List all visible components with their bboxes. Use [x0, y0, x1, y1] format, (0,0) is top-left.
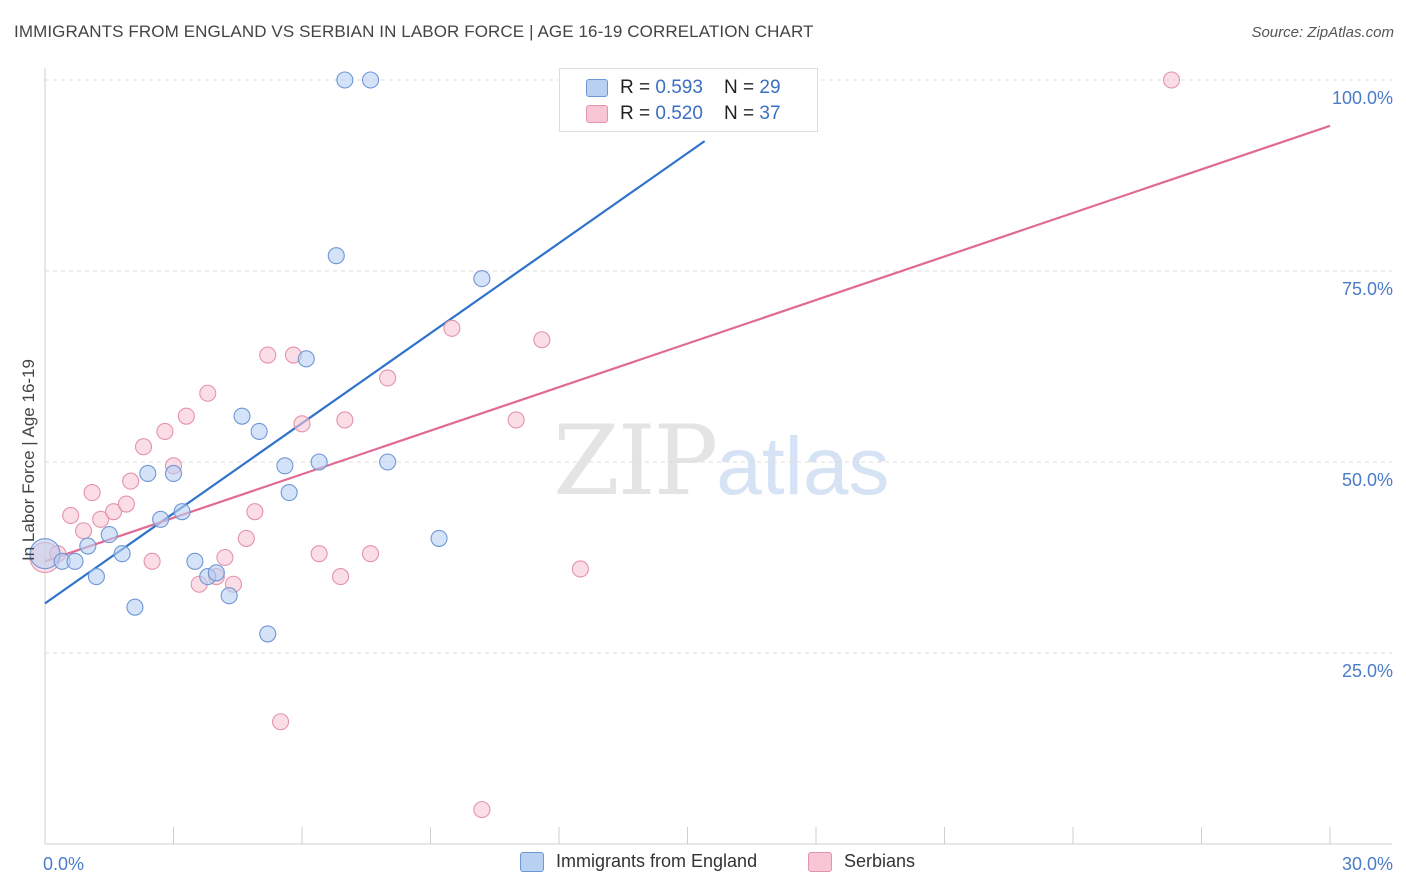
legend-item-england[interactable]: Immigrants from England: [520, 851, 757, 872]
point-serbians: [62, 506, 80, 525]
y-tick-label: 100.0%: [1332, 88, 1393, 108]
legend-swatch-serbians: [586, 105, 608, 123]
point-england: [100, 526, 118, 544]
point-serbians: [331, 568, 350, 586]
point-serbians: [156, 422, 174, 440]
point-england: [87, 568, 105, 586]
point-england: [66, 552, 84, 570]
legend-swatch-serbians: [808, 851, 832, 872]
legend-swatch-england: [520, 851, 544, 872]
point-england: [126, 598, 144, 616]
point-serbians: [134, 438, 153, 456]
legend-text-serbians: R = 0.520 N = 37: [620, 103, 781, 125]
point-serbians: [75, 522, 93, 540]
point-england: [430, 529, 448, 547]
point-england: [361, 71, 380, 89]
point-england: [79, 537, 97, 555]
legend-item-serbians[interactable]: Serbians: [808, 851, 915, 872]
y-axis-label: In Labor Force | Age 16-19: [19, 359, 38, 561]
point-serbians: [237, 529, 255, 547]
source-label: Source: ZipAtlas.com: [1251, 24, 1394, 41]
legend-r-value: 0.593: [655, 77, 703, 98]
point-serbians: [336, 411, 354, 429]
point-england: [280, 484, 298, 502]
legend-label-serbians: Serbians: [844, 851, 916, 871]
point-serbians: [177, 407, 195, 425]
point-serbians: [293, 415, 311, 433]
y-tick-label: 50.0%: [1342, 470, 1393, 490]
point-serbians: [122, 472, 140, 490]
watermark-atlas: atlas: [716, 421, 890, 512]
point-serbians: [92, 510, 110, 528]
point-england: [327, 247, 345, 265]
trend-line-england: [44, 140, 706, 605]
grid-lines: [45, 79, 1392, 654]
point-serbians: [310, 545, 328, 563]
point-serbians: [443, 319, 461, 337]
x-tick-label: 30.0%: [1342, 854, 1393, 874]
legend-n-label: N =: [724, 77, 760, 98]
point-serbians: [361, 545, 380, 563]
legend-text-england: R = 0.593 N = 29: [620, 77, 781, 99]
stats-legend: R = 0.593 N = 29 R = 0.520 N = 37: [559, 68, 818, 132]
point-england: [220, 587, 238, 605]
x-tick-label: 0.0%: [43, 854, 84, 874]
point-england: [297, 350, 315, 368]
point-england: [186, 552, 204, 570]
point-england: [139, 464, 157, 483]
point-serbians: [83, 484, 101, 502]
legend-label-england: Immigrants from England: [556, 851, 758, 871]
point-england: [473, 270, 491, 288]
series-legend: Immigrants from England Serbians: [0, 851, 1406, 877]
legend-r-value: 0.520: [655, 103, 703, 124]
legend-n-value: 29: [759, 77, 781, 98]
point-serbians: [259, 346, 277, 364]
point-england: [164, 464, 183, 483]
axes: [44, 68, 1392, 845]
point-serbians: [379, 369, 397, 387]
point-serbians: [507, 411, 525, 429]
y-tick-label: 75.0%: [1342, 279, 1393, 299]
point-england: [336, 71, 354, 89]
point-serbians: [571, 560, 589, 578]
data-points: [29, 71, 1181, 819]
point-england: [259, 625, 277, 643]
y-tick-label: 25.0%: [1342, 661, 1393, 681]
legend-n-label: N =: [724, 103, 760, 124]
chart-title: IMMIGRANTS FROM ENGLAND VS SERBIAN IN LA…: [14, 22, 814, 41]
point-england: [250, 422, 268, 440]
watermark-zip: ZIP: [553, 405, 718, 517]
watermark: ZIPatlas: [553, 405, 889, 517]
point-england: [310, 453, 328, 471]
legend-swatch-england: [586, 79, 608, 97]
point-serbians: [1162, 71, 1181, 89]
legend-r-label: R =: [620, 77, 656, 98]
point-serbians: [473, 801, 491, 819]
tick-labels: 25.0% 50.0% 75.0% 100.0% 0.0% 30.0%: [43, 88, 1393, 874]
point-england: [173, 503, 191, 521]
legend-n-value: 37: [759, 103, 781, 124]
point-england: [113, 545, 131, 563]
point-serbians: [104, 503, 123, 521]
point-serbians: [199, 384, 217, 402]
point-serbians: [246, 503, 264, 521]
point-england: [276, 457, 294, 475]
point-england: [152, 510, 170, 528]
point-england: [207, 564, 225, 582]
point-england: [379, 453, 397, 471]
legend-r-label: R =: [620, 103, 656, 124]
trend-lines: [44, 124, 1331, 605]
point-england: [233, 407, 251, 425]
point-serbians: [272, 713, 290, 731]
point-serbians: [533, 331, 551, 349]
trend-line-serbians: [44, 124, 1331, 563]
point-serbians: [216, 548, 234, 567]
point-serbians: [143, 552, 161, 570]
point-serbians: [117, 495, 135, 513]
